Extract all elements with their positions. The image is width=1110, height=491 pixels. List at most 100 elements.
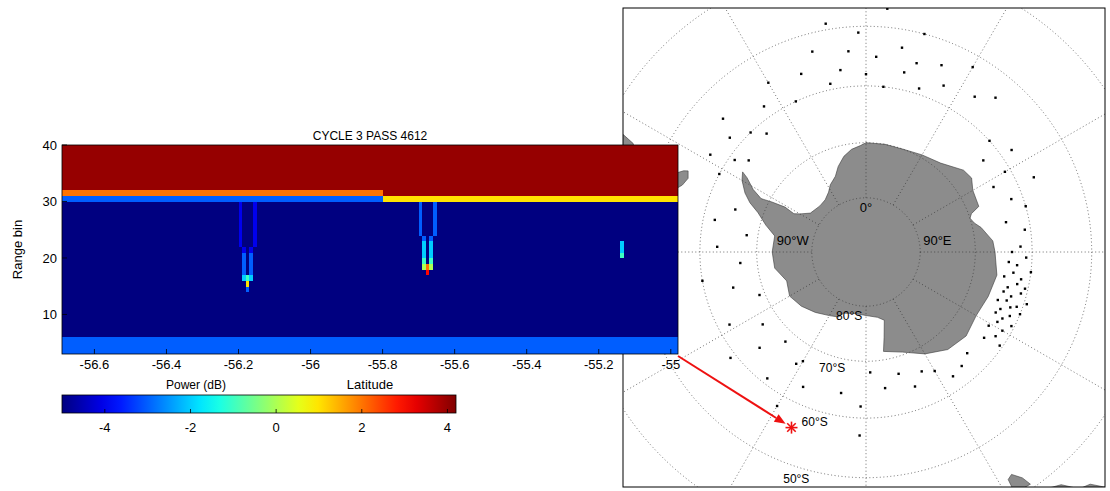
parallel (700, 86, 1032, 418)
iceberg-point (952, 375, 954, 377)
echogram-cell (429, 269, 433, 275)
colorbar-tick (447, 409, 448, 413)
iceberg-point (1019, 313, 1021, 315)
echogram-cell (249, 252, 253, 258)
echogram-cell (620, 275, 624, 281)
echogram-cell (422, 145, 426, 190)
echogram-cell (383, 275, 419, 281)
x-tick-label: -56.2 (224, 357, 254, 372)
x-tick-label: -55.8 (368, 357, 398, 372)
echogram-cell (620, 235, 624, 241)
echogram-cell (419, 275, 423, 281)
iceberg-point (734, 208, 736, 210)
echogram-cell (624, 337, 678, 354)
colorbar-tick (190, 409, 191, 413)
echogram-cell (426, 281, 430, 287)
colorbar-tick-label: -2 (185, 420, 197, 435)
echogram-cell (617, 258, 621, 264)
iceberg-point (999, 344, 1001, 346)
iceberg-point (776, 405, 778, 407)
x-tick (526, 349, 527, 354)
echogram-cell (242, 201, 246, 213)
meridian (913, 279, 1105, 487)
echogram-cell (246, 247, 250, 253)
iceberg-point (992, 186, 994, 188)
echogram-cell (249, 281, 253, 287)
iceberg-point (884, 387, 886, 389)
echogram-cell (253, 196, 257, 202)
echogram-cell (422, 247, 426, 253)
echogram-cell (433, 252, 437, 258)
echogram-cell (433, 224, 437, 236)
iceberg-point (1010, 198, 1012, 200)
echogram-cell (246, 190, 250, 196)
echogram-cell (383, 269, 419, 275)
iceberg-point (1010, 295, 1012, 297)
star-stroke (787, 423, 796, 432)
colorbar-tick-label: 0 (272, 420, 279, 435)
iceberg-point (1001, 330, 1003, 332)
iceberg-point (758, 294, 760, 296)
echogram-cell (253, 337, 257, 354)
meridian (866, 306, 867, 487)
colorbar-tick (104, 409, 105, 413)
chart-title: CYCLE 3 PASS 4612 (313, 129, 428, 143)
echogram-cell (239, 190, 243, 196)
echogram-cell (437, 269, 617, 275)
echogram-cell (624, 247, 678, 253)
echogram-cell (383, 258, 419, 264)
echogram-cell (617, 247, 621, 253)
echogram-cell (242, 281, 246, 287)
echogram-cell (257, 281, 383, 287)
echogram-cell (383, 213, 419, 225)
y-tick (62, 314, 67, 315)
echogram-cell (249, 247, 253, 253)
iceberg-point (988, 140, 990, 142)
land (742, 143, 997, 354)
echogram-cell (624, 235, 678, 241)
echogram-cell (239, 201, 243, 213)
echogram-cell (620, 252, 624, 258)
echogram-cell (62, 213, 239, 225)
echogram-cell (62, 247, 239, 253)
echogram-cell (246, 145, 250, 190)
echogram-cell (422, 190, 426, 196)
echogram-cell (422, 269, 426, 275)
land (1019, 391, 1105, 487)
echogram-cell (419, 252, 423, 258)
echogram-cell (437, 337, 617, 354)
echogram-cell (257, 241, 383, 247)
iceberg-point (982, 159, 984, 161)
echogram-cell (433, 241, 437, 247)
echogram-cell (426, 224, 430, 236)
iceberg-point (1030, 271, 1032, 273)
echogram-cell (257, 190, 383, 196)
x-tick (238, 349, 239, 354)
iceberg-point (915, 62, 917, 64)
echogram-cell (242, 241, 246, 247)
iceberg-point (746, 234, 748, 236)
echogram-cell (246, 258, 250, 264)
iceberg-point (858, 434, 860, 436)
echogram-cell (426, 213, 430, 225)
echogram-cell (62, 258, 239, 264)
iceberg-point (940, 64, 942, 66)
x-tick (310, 349, 311, 354)
echogram-cell (617, 201, 621, 213)
y-tick-label: 40 (43, 138, 57, 153)
echogram-cell (624, 241, 678, 247)
echogram-cell (617, 281, 621, 287)
echogram-cell (383, 190, 419, 196)
echogram-cell (242, 252, 246, 258)
echogram-cell (429, 201, 433, 213)
colorbar-tick-label: -4 (99, 420, 111, 435)
echogram-cell (620, 201, 624, 213)
y-tick-label: 10 (43, 307, 57, 322)
echogram-cell (249, 286, 253, 292)
echogram-cell (426, 145, 430, 190)
echogram-cell (253, 275, 257, 281)
echogram-cell (239, 281, 243, 287)
iceberg-point (996, 321, 998, 323)
echogram-cell (620, 264, 624, 270)
meridian (920, 252, 1105, 253)
